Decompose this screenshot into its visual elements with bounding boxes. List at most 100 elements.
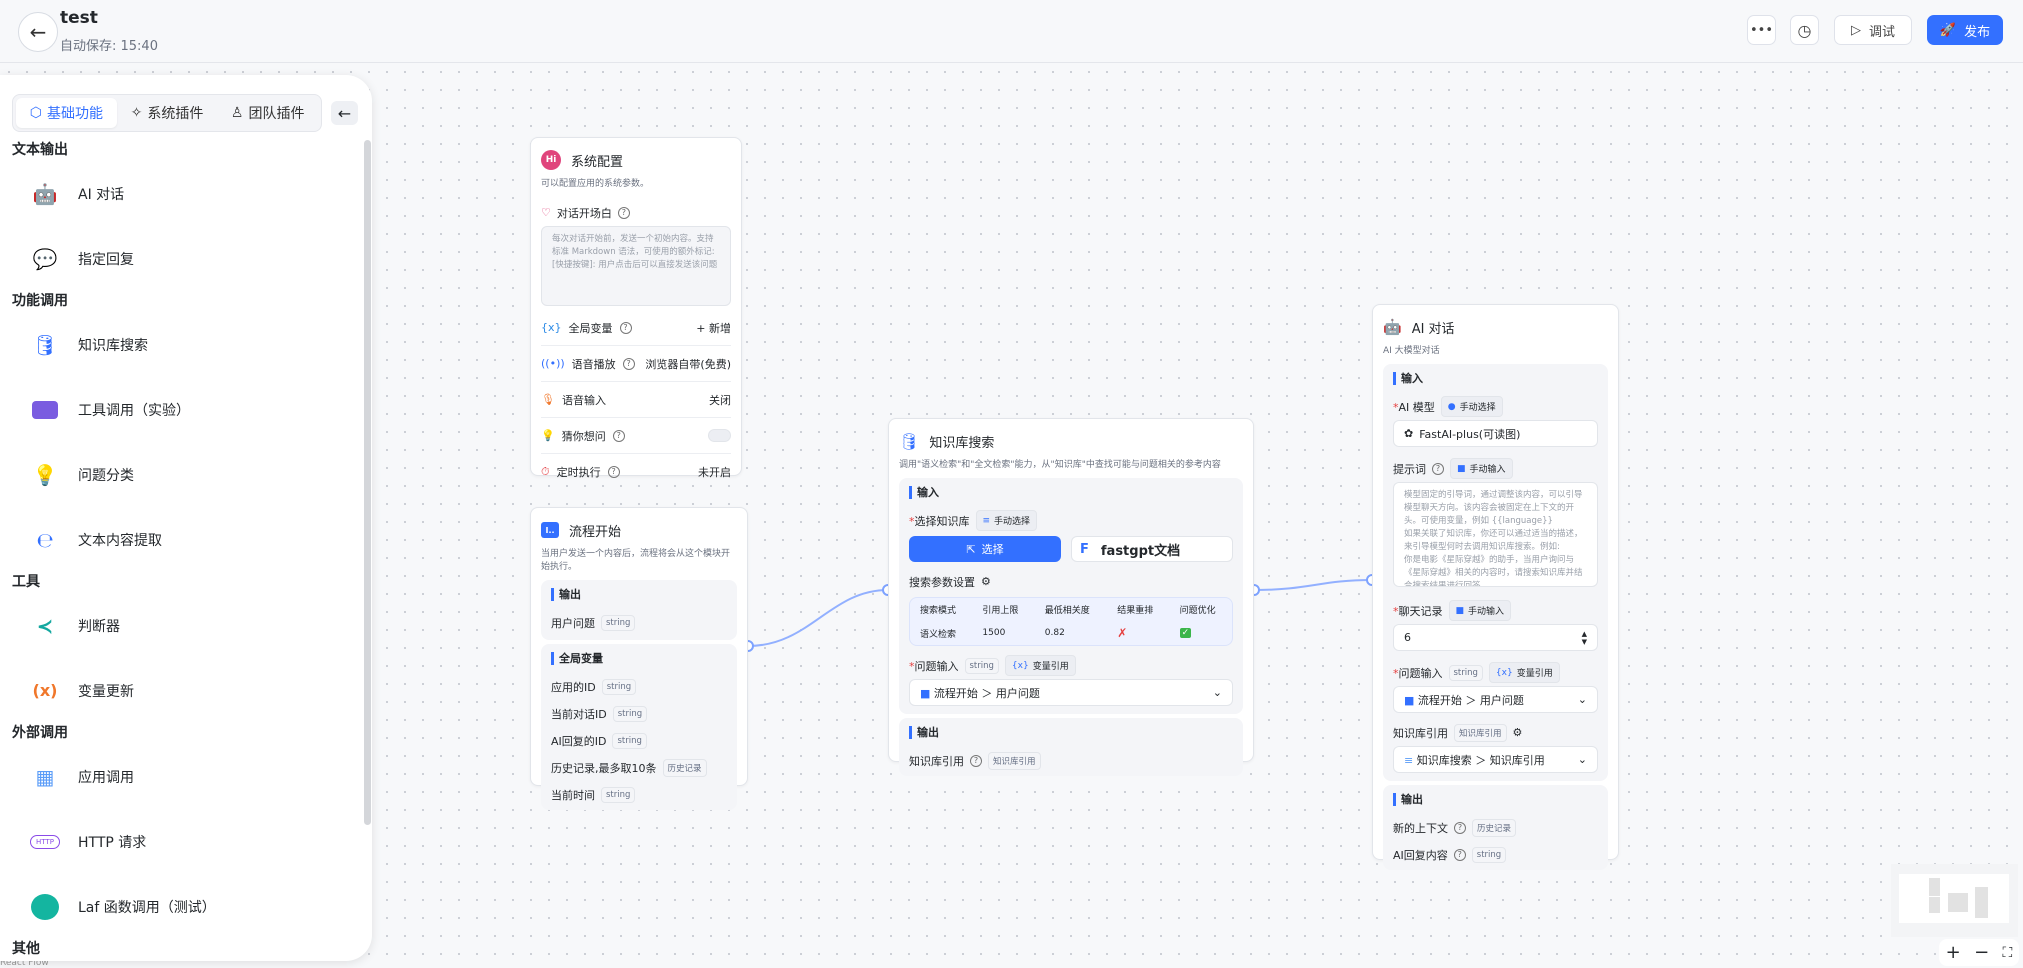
robot-icon: 🤖 (32, 181, 58, 206)
sidebar-tabs: ⬡ 基础功能 ✧ 系统插件 ♙ 团队插件 (12, 94, 322, 132)
select-kb-button[interactable]: ⇱ 选择 (909, 536, 1061, 562)
hi-logo-icon: Hi (541, 150, 561, 170)
toggle-switch[interactable] (708, 429, 731, 442)
field-label: 问题输入 (1398, 666, 1443, 680)
back-button[interactable]: ← (18, 12, 58, 52)
sidebar-item-extract[interactable]: ℮ 文本内容提取 (0, 507, 360, 572)
col-header: 问题优化 (1179, 606, 1216, 616)
prompt-textarea[interactable]: 模型固定的引导词，通过调整该内容，可以引导模型聊天方向。该内容会被固定在上下文的… (1393, 482, 1598, 587)
sidebar-item-app[interactable]: ▦ 应用调用 (0, 744, 360, 809)
global-label: 应用的ID (551, 680, 596, 694)
tab-label: 团队插件 (248, 106, 305, 122)
output-label: 知识库引用 (909, 754, 964, 768)
sidebar-item-tool-call[interactable]: 工具调用（实验） (0, 377, 360, 442)
http-icon: HTTP (30, 834, 60, 849)
history-number-input[interactable]: 6 ▲ ▼ (1393, 624, 1598, 651)
sidebar-item-if-else[interactable]: ≺ 判断器 (0, 593, 360, 658)
variable-icon: {x} (1495, 667, 1513, 678)
variable-icon: (x) (32, 681, 58, 700)
zoom-out-icon[interactable]: − (1974, 942, 1990, 963)
node-kb-search[interactable]: 🛢 知识库搜索 调用"语义检索"和"全文检索"能力，从"知识库"中查找可能与问题相… (888, 418, 1254, 776)
sidebar-item-classify[interactable]: 💡 问题分类 (0, 442, 360, 507)
manual-select-tag[interactable]: ≡ 手动选择 (975, 510, 1038, 531)
collapse-sidebar-button[interactable]: ← (331, 101, 358, 125)
manual-input-tag[interactable]: ■ 手动输入 (1450, 458, 1513, 479)
flow-canvas[interactable]: Hi 系统配置 可以配置应用的系统参数。 ♡ 对话开场白? 每次对话开始前，发送一个… (0, 63, 2023, 968)
module-sidebar: ⬡ 基础功能 ✧ 系统插件 ♙ 团队插件 ← 文本输出 🤖 AI 对话 💬 指定回复 功能… (0, 75, 372, 961)
manual-select-tag[interactable]: ● 手动选择 (1440, 396, 1503, 417)
ref-field: 用户问题 (995, 686, 1040, 700)
node-title: 系统配置 (571, 154, 624, 170)
add-variable-button[interactable]: + 新增 (696, 321, 731, 335)
fit-view-icon[interactable]: ⛶ (2002, 944, 2013, 961)
section-title: 输入 (1393, 372, 1598, 385)
field-label: AI 模型 (1398, 400, 1435, 414)
edge-kb-to-ai[interactable] (1253, 579, 1373, 591)
gear-icon[interactable]: ⚙ (1512, 726, 1523, 739)
sidebar-item-kb-search[interactable]: 🛢 知识库搜索 (0, 312, 360, 377)
question-select[interactable]: ■ 流程开始 ＞ 用户问题 ⌄ (909, 679, 1233, 706)
help-icon: ? (1453, 848, 1466, 861)
search-params-table[interactable]: 搜索模式 引用上限 最低相关度 结果重排 问题优化 语义检索 1500 0.82 ✗ ✓ (909, 597, 1233, 646)
guess-question-row[interactable]: 💡 猜你想问? (541, 418, 731, 454)
question-select[interactable]: ■ 流程开始 ＞ 用户问题 ⌄ (1393, 686, 1598, 713)
field-label: 聊天记录 (1398, 604, 1443, 618)
node-title: AI 对话 (1411, 321, 1455, 337)
schedule-row[interactable]: ⏱ 定时执行? 未开启 (541, 454, 731, 490)
node-ai-chat[interactable]: 🤖 AI 对话 AI 大模型对话 输入 *AI 模型 ● 手动选择 ✿ FastAI-p… (1372, 304, 1619, 870)
user-icon: ♙ (230, 105, 244, 121)
welcome-textarea[interactable]: 每次对话开始前，发送一个初始内容。支持标准 Markdown 语法，可使用的额外… (541, 226, 731, 306)
global-vars-row[interactable]: {x} 全局变量? + 新增 (541, 310, 731, 346)
tab-basic[interactable]: ⬡ 基础功能 (16, 98, 117, 128)
tab-system-plugins[interactable]: ✧ 系统插件 (117, 98, 218, 128)
node-system-config[interactable]: Hi 系统配置 可以配置应用的系统参数。 ♡ 对话开场白? 每次对话开始前，发送一个… (530, 137, 742, 479)
manual-input-tag[interactable]: ■ 手动输入 (1448, 600, 1512, 621)
row-label: 语音输入 (561, 393, 606, 407)
type-tag: 历史记录 (662, 758, 707, 777)
item-label: 知识库搜索 (78, 337, 148, 354)
tts-row[interactable]: ((•)) 语音播放? 浏览器自带(免费) (541, 346, 731, 382)
voice-input-row[interactable]: 🎙 语音输入 关闭 (541, 382, 731, 418)
tab-team-plugins[interactable]: ♙ 团队插件 (217, 98, 318, 128)
zoom-in-icon[interactable]: + (1945, 942, 1961, 963)
stepper-icon[interactable]: ▲ ▼ (1581, 629, 1587, 646)
help-icon: ? (619, 321, 632, 334)
row-label: 全局变量 (568, 321, 613, 335)
bot-icon: ● (1447, 401, 1456, 412)
minimap[interactable] (1891, 864, 2018, 937)
var-ref-tag[interactable]: {x} 变量引用 (1004, 655, 1076, 676)
sidebar-item-var-update[interactable]: (x) 变量更新 (0, 658, 360, 723)
sidebar-item-laf[interactable]: Laf 函数调用（测试） (0, 874, 360, 939)
sidebar-scrollbar[interactable] (364, 140, 371, 825)
row-value[interactable]: 浏览器自带(免费) (645, 357, 731, 371)
section-heading: 其他 (12, 941, 40, 957)
type-tag: string (601, 678, 637, 695)
edge-start-to-kb[interactable] (747, 589, 889, 647)
node-desc: 调用"语义检索"和"全文检索"能力，从"知识库"中查找可能与问题相关的参考内容 (899, 460, 1221, 470)
gear-icon[interactable]: ⚙ (981, 575, 991, 588)
row-value[interactable]: 未开启 (698, 466, 731, 479)
bulb-icon: 💡 (541, 429, 555, 442)
node-flow-start[interactable]: I.. 流程开始 当用户发送一个内容后，流程将会从这个模块开始执行。 输出 用户问… (530, 507, 748, 810)
arrow-left-icon: ← (337, 103, 352, 123)
model-select[interactable]: ✿ FastAI-plus(可读图) (1393, 420, 1598, 447)
publish-button[interactable]: 🚀 发布 (1927, 15, 2003, 45)
quote-select[interactable]: ≡ 知识库搜索 ＞ 知识库引用 ⌄ (1393, 746, 1598, 773)
output-label: 新的上下文 (1393, 821, 1448, 835)
sidebar-item-reply[interactable]: 💬 指定回复 (0, 226, 360, 291)
chevron-down-icon: ⌄ (1577, 753, 1587, 766)
tab-label: 基础功能 (46, 106, 103, 122)
col-header: 搜索模式 (920, 606, 957, 616)
sidebar-item-ai-chat[interactable]: 🤖 AI 对话 (0, 161, 360, 226)
cube-icon: ⬡ (29, 105, 42, 121)
sidebar-item-http[interactable]: HTTP HTTP 请求 (0, 809, 360, 874)
row-value[interactable]: 关闭 (709, 393, 731, 407)
attribution[interactable]: React Flow (0, 958, 49, 968)
var-ref-tag[interactable]: {x} 变量引用 (1488, 662, 1560, 683)
ref-node: 流程开始 (933, 686, 978, 700)
debug-button[interactable]: ▷ 调试 (1834, 15, 1912, 45)
history-button[interactable]: ◷ (1790, 15, 1819, 45)
more-button[interactable]: ••• (1747, 15, 1776, 45)
item-label: AI 对话 (78, 186, 125, 203)
